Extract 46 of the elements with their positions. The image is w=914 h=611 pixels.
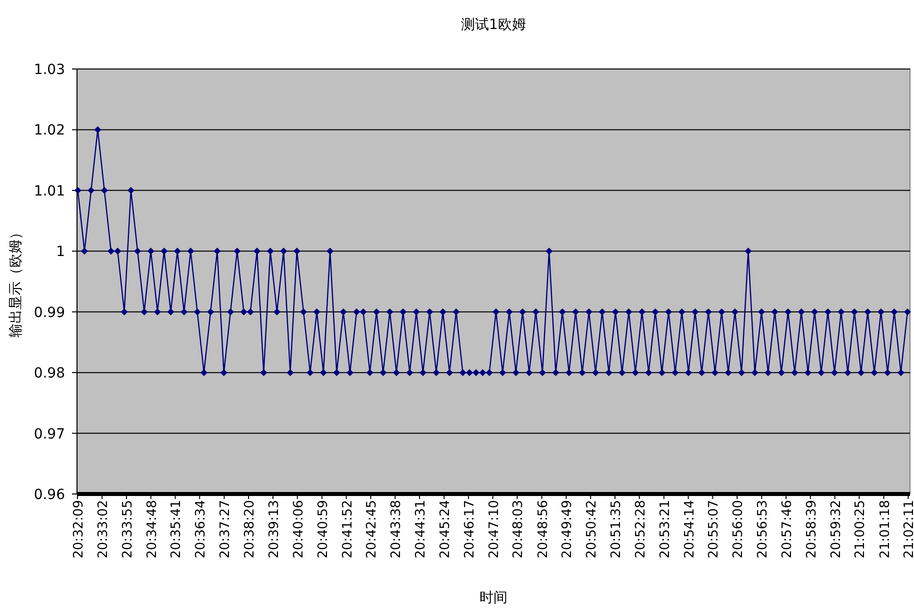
y-tick-label: 1.02 [34,122,65,139]
x-tick-label: 20:59:32 [828,500,844,558]
x-tick-label: 20:38:20 [242,500,258,558]
x-tick-label: 20:58:39 [804,500,820,558]
x-tick-label: 20:56:00 [731,500,746,558]
x-tick-label: 20:44:31 [413,500,428,558]
x-tick-label: 20:51:35 [608,500,624,558]
x-tick-label: 20:50:42 [584,500,600,558]
x-tick-label: 20:43:38 [389,500,404,558]
x-tick-label: 20:41:52 [340,500,356,558]
x-tick-label: 20:40:06 [291,500,306,558]
x-tick-label: 20:55:07 [706,500,722,558]
x-tick-label: 20:34:48 [144,500,160,558]
x-tick-label: 20:42:45 [364,500,380,558]
x-tick-label: 20:48:56 [536,500,551,558]
x-tick-label: 20:53:21 [658,500,673,558]
x-tick-label: 21:00:25 [853,500,868,558]
x-tick-label: 20:33:02 [96,500,112,558]
x-tick-label: 21:02:11 [902,500,914,558]
x-tick-label: 20:48:03 [511,500,526,558]
x-tick-label: 20:46:17 [462,500,478,558]
y-tick-label: 0.96 [34,487,66,503]
x-tick-label: 21:01:18 [878,500,893,558]
y-tick-label: 1.03 [34,62,65,78]
x-tick-label: 20:54:14 [682,500,698,558]
x-tick-label: 20:39:13 [266,500,282,558]
x-tick-label: 20:35:41 [169,500,184,558]
y-tick-label: 0.98 [34,366,65,382]
x-tick-label: 20:57:46 [780,500,796,558]
chart-title: 测试1欧姆 [461,17,526,33]
x-tick-label: 20:45:24 [438,500,454,558]
y-axis-title: 输出显示（欧姆） [8,226,24,338]
x-tick-label: 20:47:10 [486,500,502,558]
x-tick-label: 20:37:27 [218,500,234,558]
x-tick-label: 20:40:59 [316,500,331,558]
x-tick-label: 20:33:55 [120,500,136,558]
x-tick-label: 20:49:49 [560,500,576,558]
y-tick-label: 0.97 [34,426,65,442]
x-axis-title: 时间 [480,590,508,606]
y-tick-label: 0.99 [34,304,65,321]
x-tick-label: 20:52:28 [633,500,648,558]
x-tick-label: 20:56:53 [756,500,771,558]
x-tick-label: 20:32:09 [72,500,86,558]
y-tick-label: 1 [56,244,65,260]
y-tick-label: 1.01 [34,183,65,200]
x-tick-label: 20:36:34 [194,500,209,558]
